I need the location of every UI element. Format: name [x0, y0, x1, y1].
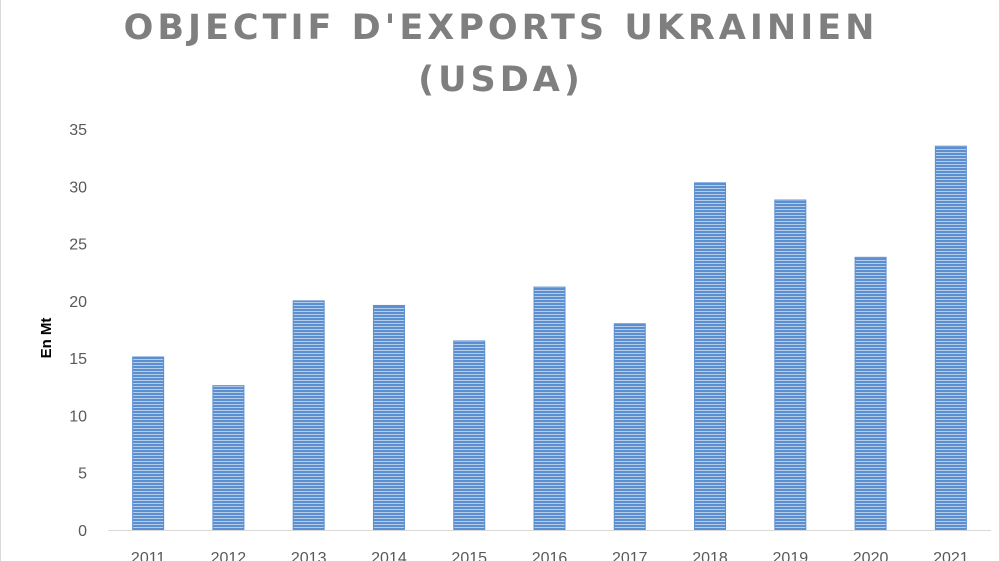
y-tick-label: 5	[78, 466, 87, 483]
y-tick-label: 15	[69, 351, 87, 368]
bar-2017	[613, 323, 646, 531]
bar-2019	[774, 199, 807, 531]
x-tick-label: 2011	[131, 550, 166, 561]
y-tick-label: 35	[69, 122, 87, 139]
chart-title: OBJECTIF D'EXPORTS UKRAINIEN (USDA)	[1, 2, 1000, 106]
chart-title-line-1: OBJECTIF D'EXPORTS UKRAINIEN	[123, 8, 879, 48]
bar-2012	[212, 385, 245, 531]
x-tick-label: 2015	[451, 550, 487, 561]
chart-title-line-2: (USDA)	[418, 60, 584, 100]
bar-2015	[453, 340, 486, 531]
x-tick-label: 2012	[211, 550, 247, 561]
bar-2020	[854, 256, 887, 531]
y-axis-title: En Mt	[38, 318, 55, 359]
y-tick-label: 10	[69, 408, 87, 425]
bar-2021	[934, 145, 967, 531]
y-tick-label: 25	[69, 237, 87, 254]
x-tick-label: 2020	[853, 550, 889, 561]
x-axis: 2011 2012 2013 2014 2015 2016 2017 2018 2019 2020…	[131, 550, 969, 561]
y-tick-label: 30	[69, 179, 87, 196]
bar-2011	[132, 356, 165, 531]
y-tick-label: 0	[78, 523, 87, 540]
bar-2018	[694, 182, 727, 531]
x-tick-label: 2014	[371, 550, 407, 561]
x-tick-label: 2018	[692, 550, 728, 561]
bar-2016	[533, 286, 566, 531]
y-tick-label: 20	[69, 294, 87, 311]
x-tick-label: 2017	[612, 550, 648, 561]
x-tick-label: 2021	[933, 550, 969, 561]
bar-2014	[372, 304, 405, 531]
x-tick-label: 2013	[291, 550, 327, 561]
y-axis: 0 5 10 15 20 25 30 35	[69, 122, 87, 540]
x-tick-label: 2016	[532, 550, 568, 561]
bars	[132, 145, 967, 531]
bar-2013	[292, 300, 325, 531]
x-tick-label: 2019	[773, 550, 809, 561]
